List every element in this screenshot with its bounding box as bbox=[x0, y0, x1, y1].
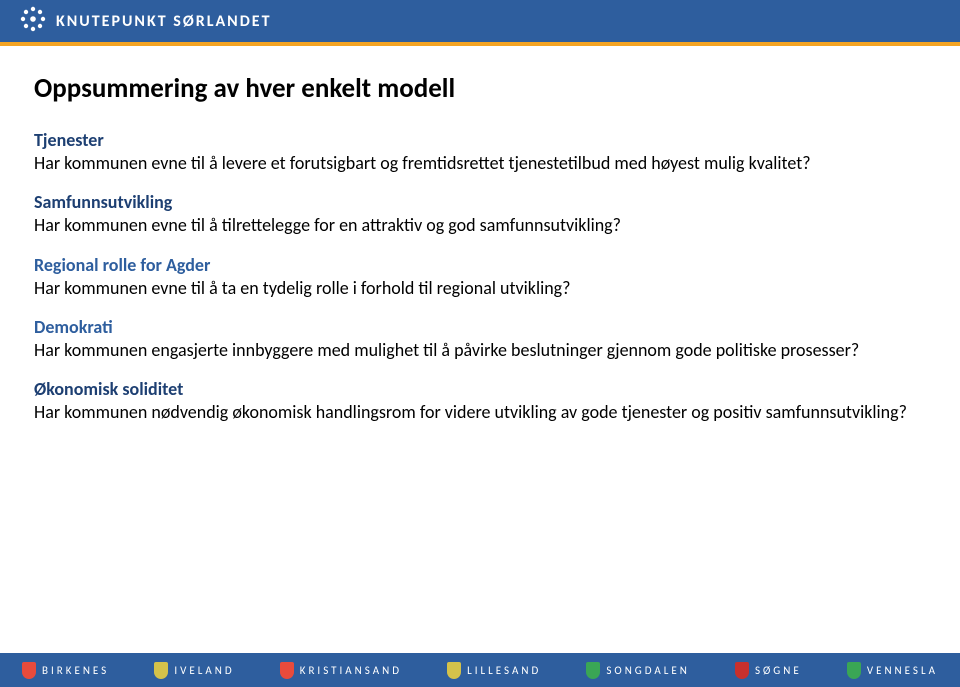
crest-icon bbox=[847, 662, 861, 679]
footer-label: LILLESAND bbox=[467, 664, 541, 677]
section: TjenesterHar kommunen evne til å levere … bbox=[34, 129, 926, 175]
footer-item: IVELAND bbox=[154, 662, 234, 679]
crest-icon bbox=[586, 662, 600, 679]
section-body: Har kommunen nødvendig økonomisk handlin… bbox=[34, 400, 926, 424]
crest-icon bbox=[735, 662, 749, 679]
footer-item: BIRKENES bbox=[22, 662, 109, 679]
slide-title: Oppsummering av hver enkelt modell bbox=[34, 72, 926, 105]
sections-container: TjenesterHar kommunen evne til å levere … bbox=[34, 129, 926, 424]
section: Regional rolle for AgderHar kommunen evn… bbox=[34, 254, 926, 300]
footer-label: VENNESLA bbox=[867, 664, 938, 677]
header-bar: KNUTEPUNKT SØRLANDET bbox=[0, 0, 960, 42]
section-body: Har kommunen evne til å levere et foruts… bbox=[34, 151, 926, 175]
footer-label: BIRKENES bbox=[42, 664, 109, 677]
footer-label: IVELAND bbox=[174, 664, 234, 677]
crest-icon bbox=[154, 662, 168, 679]
section-heading: Tjenester bbox=[34, 129, 926, 151]
footer-item: SØGNE bbox=[735, 662, 802, 679]
brand-name: KNUTEPUNKT SØRLANDET bbox=[56, 12, 272, 31]
section-heading: Regional rolle for Agder bbox=[34, 254, 926, 276]
footer-label: KRISTIANSAND bbox=[300, 664, 402, 677]
footer-label: SØGNE bbox=[755, 664, 802, 677]
crest-icon bbox=[22, 662, 36, 679]
section: SamfunnsutviklingHar kommunen evne til å… bbox=[34, 191, 926, 237]
section-heading: Samfunnsutvikling bbox=[34, 191, 926, 213]
footer-item: KRISTIANSAND bbox=[280, 662, 402, 679]
section-body: Har kommunen evne til å tilrettelegge fo… bbox=[34, 213, 926, 237]
crest-icon bbox=[447, 662, 461, 679]
footer-item: VENNESLA bbox=[847, 662, 938, 679]
section: DemokratiHar kommunen engasjerte innbygg… bbox=[34, 316, 926, 362]
footer-item: SONGDALEN bbox=[586, 662, 689, 679]
crest-icon bbox=[280, 662, 294, 679]
section-body: Har kommunen evne til å ta en tydelig ro… bbox=[34, 276, 926, 300]
footer-bar: BIRKENES IVELAND KRISTIANSAND LILLESAND SONG… bbox=[0, 653, 960, 687]
slide-content: Oppsummering av hver enkelt modell Tjene… bbox=[0, 46, 960, 424]
section-body: Har kommunen engasjerte innbyggere med m… bbox=[34, 338, 926, 362]
footer-label: SONGDALEN bbox=[606, 664, 689, 677]
section: Økonomisk soliditetHar kommunen nødvendi… bbox=[34, 378, 926, 424]
spiral-icon bbox=[20, 6, 46, 37]
section-heading: Demokrati bbox=[34, 316, 926, 338]
footer-item: LILLESAND bbox=[447, 662, 541, 679]
section-heading: Økonomisk soliditet bbox=[34, 378, 926, 400]
